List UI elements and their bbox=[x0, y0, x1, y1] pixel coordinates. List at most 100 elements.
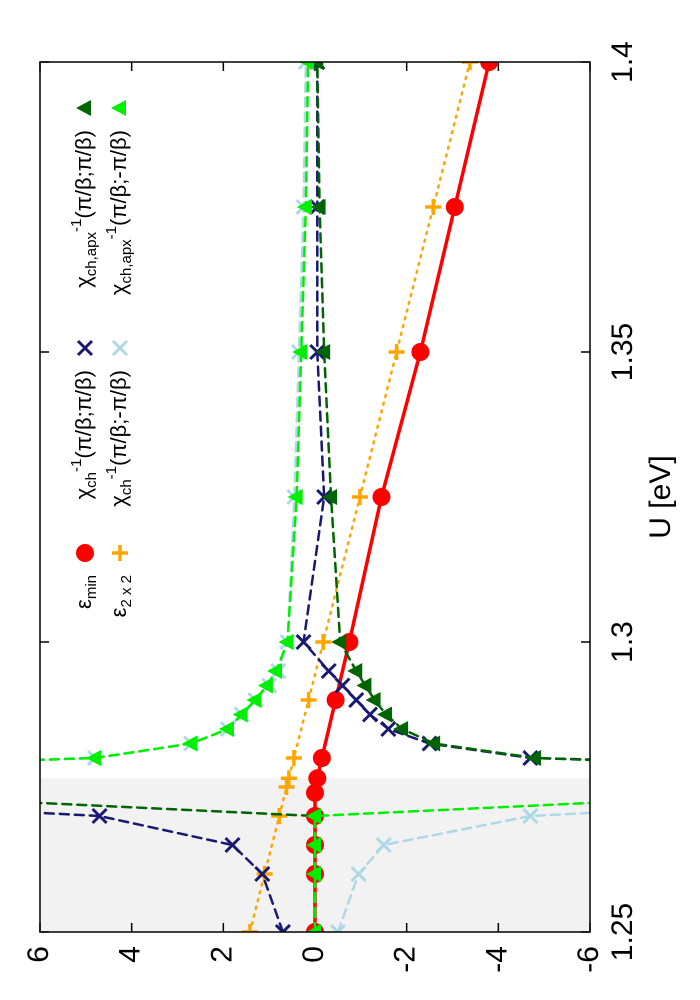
y-tick-label: 2 bbox=[205, 946, 238, 963]
legend-label-part: χ bbox=[71, 487, 96, 499]
legend-marker bbox=[76, 339, 94, 357]
legend-label-part: ch,apx bbox=[118, 239, 135, 284]
marker bbox=[308, 62, 324, 70]
marker bbox=[254, 865, 271, 883]
legend-label-part: -1 bbox=[103, 226, 120, 239]
marker bbox=[292, 344, 308, 360]
marker bbox=[425, 199, 442, 215]
x-tick-label: 1.35 bbox=[606, 323, 639, 381]
marker bbox=[306, 783, 324, 802]
legend-marker bbox=[76, 100, 91, 116]
legend-label-part: ch bbox=[83, 472, 100, 488]
marker bbox=[377, 706, 393, 723]
legend-marker bbox=[112, 545, 128, 561]
marker bbox=[278, 779, 295, 795]
legend-label-part: (π/β;-π/β) bbox=[106, 370, 131, 466]
legend-label-part: -1 bbox=[68, 219, 85, 232]
y-tick-label: 0 bbox=[297, 946, 330, 963]
marker bbox=[322, 489, 338, 505]
legend-label-part: -1 bbox=[103, 466, 120, 479]
legend-label: εmin bbox=[71, 575, 100, 609]
marker bbox=[300, 692, 317, 708]
legend-label-part: 2 x 2 bbox=[118, 575, 135, 608]
marker bbox=[445, 198, 464, 216]
marker bbox=[411, 343, 430, 361]
marker bbox=[320, 662, 337, 680]
marker bbox=[91, 807, 108, 825]
marker bbox=[296, 199, 312, 215]
marker bbox=[285, 750, 302, 766]
marker bbox=[372, 488, 391, 506]
marker bbox=[361, 706, 379, 723]
marker bbox=[306, 808, 321, 824]
marker bbox=[257, 677, 273, 694]
x-tick-label: 1.4 bbox=[606, 41, 639, 83]
marker bbox=[274, 923, 291, 932]
marker bbox=[425, 735, 441, 752]
marker bbox=[278, 634, 294, 650]
marker bbox=[232, 706, 248, 723]
legend-marker bbox=[76, 544, 94, 562]
marker bbox=[526, 750, 541, 766]
marker bbox=[350, 865, 367, 883]
marker bbox=[246, 692, 262, 708]
legend-label-part: (π/β;-π/β) bbox=[106, 130, 131, 226]
legend-label: ε2 x 2 bbox=[106, 575, 135, 617]
legend-label-part: min bbox=[83, 575, 100, 599]
marker bbox=[224, 836, 241, 854]
legend-label: χch-1(π/β;π/β) bbox=[68, 370, 100, 499]
marker bbox=[182, 735, 198, 752]
marker bbox=[315, 634, 332, 650]
marker bbox=[393, 721, 409, 737]
marker bbox=[310, 199, 326, 215]
marker bbox=[351, 489, 368, 505]
marker bbox=[461, 62, 478, 70]
y-tick-label: 4 bbox=[114, 946, 147, 963]
marker bbox=[86, 750, 101, 766]
marker bbox=[347, 663, 363, 679]
legend-label-part: -1 bbox=[68, 459, 85, 472]
legend-label-part: (π/β;π/β) bbox=[71, 130, 96, 219]
marker bbox=[306, 837, 321, 853]
marker bbox=[271, 808, 288, 824]
y-tick-label: 6 bbox=[22, 946, 55, 963]
x-tick-label: 1.25 bbox=[606, 903, 639, 961]
x-tick-label: 1.3 bbox=[606, 621, 639, 663]
y-tick-label: -6 bbox=[572, 946, 605, 973]
marker bbox=[267, 663, 283, 679]
marker bbox=[348, 691, 365, 709]
marker bbox=[334, 677, 351, 694]
marker bbox=[306, 866, 321, 882]
marker bbox=[308, 769, 327, 788]
marker bbox=[256, 866, 273, 882]
y-tick-label: -2 bbox=[389, 946, 422, 973]
legend-label-part: (π/β;π/β) bbox=[71, 370, 96, 459]
series-line bbox=[248, 62, 472, 932]
marker bbox=[312, 749, 331, 767]
marker bbox=[295, 633, 312, 651]
marker bbox=[287, 489, 303, 505]
marker bbox=[326, 691, 345, 709]
marker bbox=[522, 807, 539, 825]
legend-label-part: χ bbox=[71, 276, 96, 288]
marker bbox=[380, 720, 397, 738]
legend-label-part: χ bbox=[106, 283, 131, 295]
legend-label: χch,apx-1(π/β;-π/β) bbox=[103, 130, 135, 295]
legend-label-part: ε bbox=[106, 607, 131, 617]
marker bbox=[241, 924, 258, 932]
marker bbox=[388, 344, 405, 360]
marker bbox=[365, 692, 381, 708]
legend-label: χch-1(π/β;-π/β) bbox=[103, 370, 135, 507]
legend-label-part: ε bbox=[71, 599, 96, 609]
legend-label-part: ch bbox=[118, 479, 135, 495]
legend-label-part: ch,apx bbox=[83, 232, 100, 277]
x-axis-label: U [eV] bbox=[644, 455, 677, 538]
marker bbox=[331, 634, 347, 650]
marker bbox=[315, 344, 331, 360]
marker bbox=[356, 677, 372, 694]
legend-marker bbox=[111, 339, 129, 357]
marker bbox=[480, 62, 499, 71]
